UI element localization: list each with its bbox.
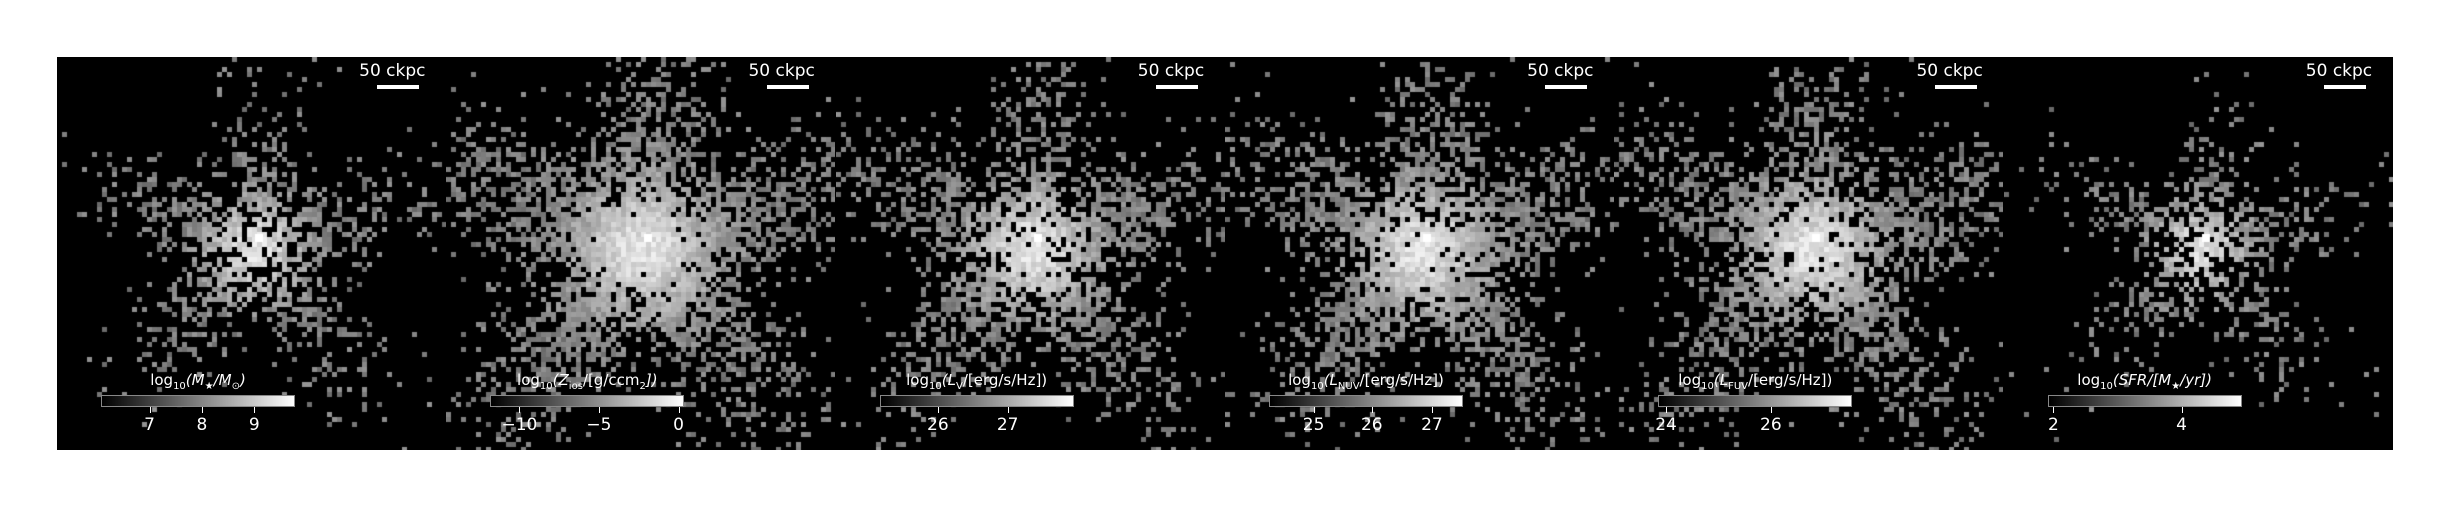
scalebar-label: 50 ckpc <box>359 61 426 81</box>
colorbar-tick <box>201 407 203 413</box>
colorbar-tick-label: 26 <box>1760 415 1782 435</box>
colorbar-tick-label: 27 <box>1421 415 1443 435</box>
scalebar-line <box>766 85 809 89</box>
colorbar-tick-label: 2 <box>2048 415 2059 435</box>
colorbar-tick-label: 0 <box>673 415 684 435</box>
map-panel-6: 50 ckpc log10(SFR/[M★/yr]) 2 4 <box>2003 57 2393 450</box>
colorbar-label: log10(LFUV/[erg/s/Hz]) <box>1678 371 1833 392</box>
colorbar-gradient <box>490 395 685 407</box>
figure: 50 ckpc log10(M★/M⊙) 7 8 9 50 ckpc log10(Zios/… <box>57 57 2393 450</box>
colorbar-label: log10(Zios/[g/ccm2]) <box>517 371 658 392</box>
scalebar-label: 50 ckpc <box>2305 61 2373 81</box>
colorbar-tick <box>1770 407 1772 413</box>
colorbar-tick-label: 9 <box>248 415 260 435</box>
pixel-map <box>1224 57 1614 450</box>
scalebar-line <box>377 85 420 89</box>
scalebar-label: 50 ckpc <box>1137 61 1205 81</box>
colorbar-tick-label: 27 <box>996 415 1019 435</box>
colorbar-tick <box>1313 407 1315 413</box>
colorbar-gradient <box>101 395 295 407</box>
pixel-map <box>2003 57 2393 450</box>
scalebar-line <box>1155 85 1198 89</box>
pixel-map <box>1614 57 2004 450</box>
scalebar-line <box>1934 85 1977 89</box>
colorbar-tick <box>2181 407 2183 413</box>
colorbar-tick-label: 8 <box>196 415 208 435</box>
colorbar-gradient <box>1268 395 1463 407</box>
map-panel-2: 50 ckpc log10(Zios/[g/ccm2]) −10 −5 0 <box>446 57 836 450</box>
colorbar-tick-label: 25 <box>1302 415 1325 435</box>
scalebar-line <box>1545 85 1588 89</box>
colorbar-tick <box>598 407 600 413</box>
colorbar-tick <box>678 407 680 413</box>
colorbar-gradient <box>879 395 1074 407</box>
colorbar-tick-label: 7 <box>144 415 155 435</box>
colorbar-tick <box>149 407 151 413</box>
colorbar-label: log10(M★/M⊙) <box>150 371 246 392</box>
colorbar-tick-label: 4 <box>2176 415 2187 435</box>
pixel-map <box>57 57 446 450</box>
colorbar-tick <box>1431 407 1433 413</box>
scalebar-line <box>2323 85 2366 89</box>
map-panel-3: 50 ckpc log10(LV/[erg/s/Hz]) 26 27 <box>835 57 1225 450</box>
pixel-map <box>835 57 1225 450</box>
pixel-map <box>446 57 836 450</box>
colorbar-tick <box>1007 407 1009 413</box>
colorbar-tick-label: 26 <box>927 415 949 435</box>
scalebar-label: 50 ckpc <box>1916 61 1983 81</box>
colorbar-tick-label: −5 <box>586 415 612 435</box>
map-panel-1: 50 ckpc log10(M★/M⊙) 7 8 9 <box>57 57 447 450</box>
colorbar-tick-label: −10 <box>501 415 538 435</box>
colorbar-tick <box>2053 407 2055 413</box>
colorbar-tick <box>937 407 939 413</box>
map-panel-4: 50 ckpc log10(LNUV/[erg/s/Hz]) 25 26 27 <box>1224 57 1615 450</box>
map-panel-5: 50 ckpc log10(LFUV/[erg/s/Hz]) 24 26 <box>1614 57 2004 450</box>
colorbar-label: log10(LNUV/[erg/s/Hz]) <box>1288 371 1444 392</box>
colorbar-tick <box>1666 407 1668 413</box>
colorbar-tick <box>254 407 256 413</box>
colorbar-tick-label: 24 <box>1655 415 1677 435</box>
colorbar-gradient <box>1658 395 1853 407</box>
scalebar-label: 50 ckpc <box>748 61 815 81</box>
colorbar-label: log10(SFR/[M★/yr]) <box>2077 371 2212 392</box>
colorbar-tick <box>1371 407 1373 413</box>
colorbar-tick <box>519 407 521 413</box>
colorbar-tick-label: 26 <box>1360 415 1383 435</box>
colorbar-label: log10(LV/[erg/s/Hz]) <box>906 371 1048 392</box>
colorbar-gradient <box>2047 395 2242 407</box>
scalebar-label: 50 ckpc <box>1527 61 1594 81</box>
